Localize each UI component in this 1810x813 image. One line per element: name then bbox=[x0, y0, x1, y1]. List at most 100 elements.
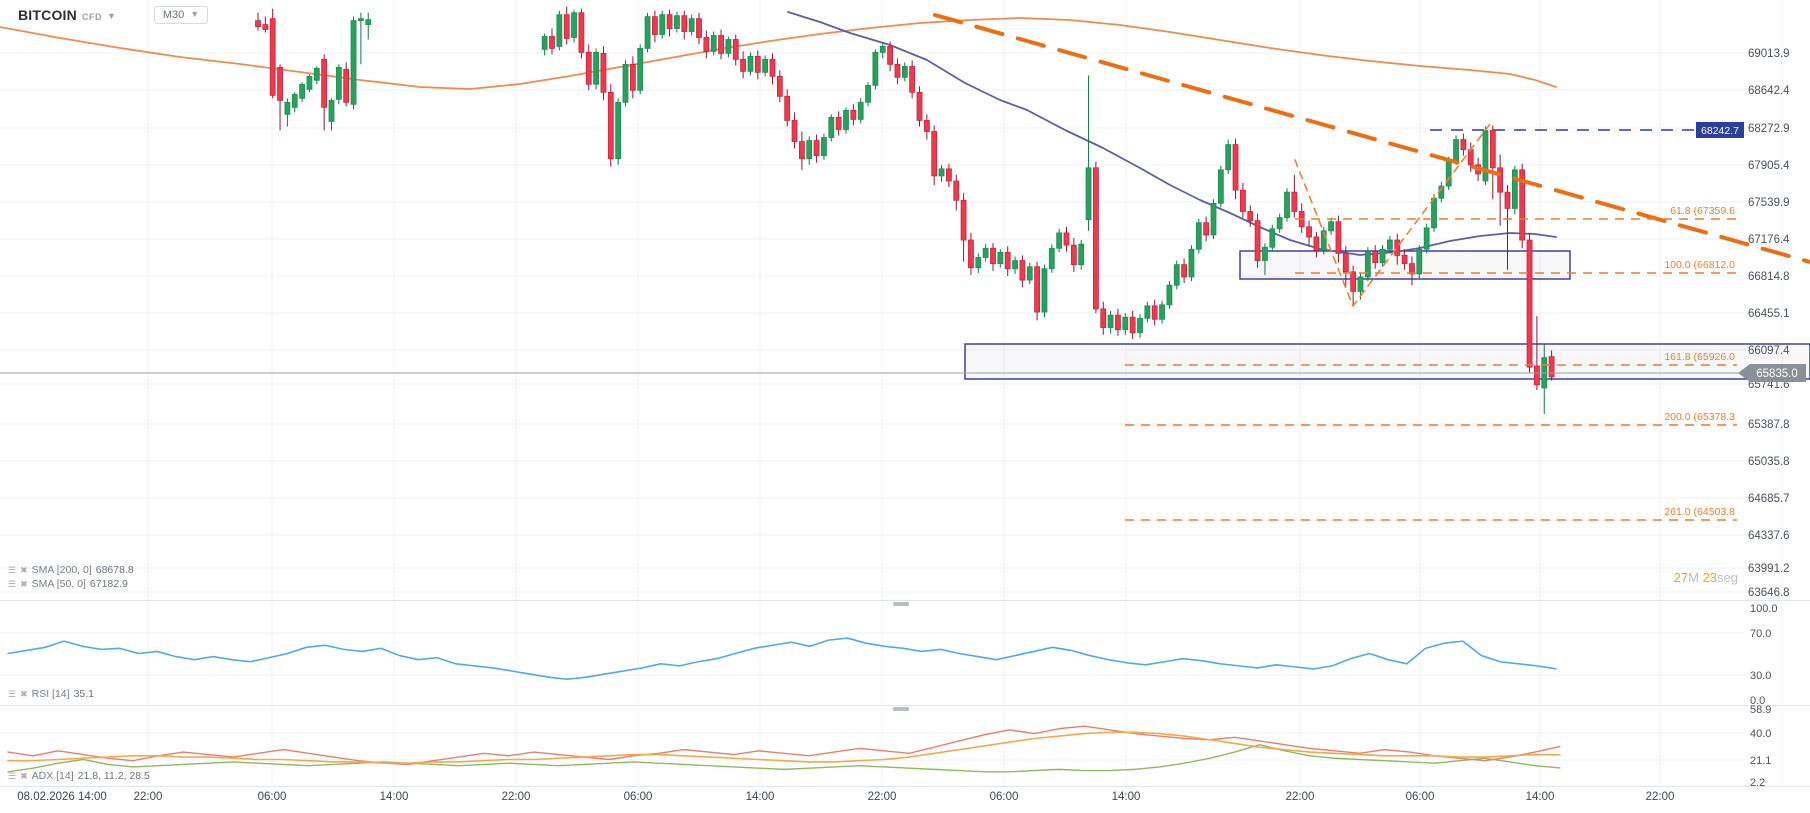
candle-bearish bbox=[1100, 308, 1107, 328]
candle-bullish bbox=[725, 39, 732, 54]
rsi-axis-tick: 100.0 bbox=[1750, 603, 1778, 615]
indicator-value: 68678.8 bbox=[95, 564, 134, 576]
candle-bullish bbox=[622, 63, 629, 103]
candle-bullish bbox=[306, 75, 313, 90]
candle-bearish bbox=[754, 55, 761, 73]
indicator-remove-icon[interactable]: ✖ bbox=[20, 770, 28, 781]
indicator-settings-icon[interactable]: ☰ bbox=[8, 578, 17, 589]
candle-bullish bbox=[541, 36, 548, 50]
candle-bearish bbox=[769, 58, 776, 77]
fib-extension-label: 161.8 (65926.0 bbox=[1664, 351, 1735, 363]
candle-countdown-timer: 27M 23seg bbox=[1618, 570, 1738, 585]
candle-bearish bbox=[740, 58, 746, 72]
candle-bearish bbox=[585, 51, 592, 85]
candle-bullish bbox=[1225, 144, 1232, 171]
candle-bearish bbox=[960, 199, 967, 241]
candle-bullish bbox=[938, 168, 945, 177]
candle-bullish bbox=[1453, 139, 1459, 162]
candle-bearish bbox=[1504, 191, 1511, 209]
candle-bullish bbox=[674, 15, 680, 29]
candle-bullish bbox=[1511, 169, 1518, 209]
candle-bearish bbox=[718, 35, 724, 54]
candle-bullish bbox=[1107, 314, 1114, 328]
candle-bullish bbox=[1284, 191, 1290, 218]
symbol-dropdown-caret-icon: ▼ bbox=[106, 11, 116, 21]
indicator-remove-icon[interactable]: ✖ bbox=[20, 564, 28, 575]
candle-bearish bbox=[1350, 271, 1357, 292]
indicator-remove-icon[interactable]: ✖ bbox=[20, 578, 28, 589]
rsi-axis-tick: 70.0 bbox=[1750, 628, 1771, 640]
indicator-settings-icon[interactable]: ☰ bbox=[8, 688, 17, 699]
candle-bullish bbox=[997, 251, 1004, 265]
candle-bullish bbox=[865, 84, 871, 103]
candle-bearish bbox=[1313, 236, 1320, 251]
candle-bearish bbox=[968, 239, 974, 269]
indicator-settings-icon[interactable]: ☰ bbox=[8, 564, 17, 575]
candle-bearish bbox=[1004, 251, 1011, 270]
indicator-legend-adx: ☰ ✖ ADX [14] 21.8, 11.2, 28.5 bbox=[8, 770, 150, 782]
descending-trendline[interactable] bbox=[933, 13, 1810, 264]
candle-bullish bbox=[1482, 130, 1489, 182]
price-axis-tick: 67176.4 bbox=[1748, 234, 1790, 246]
timer-minutes-unit: M bbox=[1688, 570, 1699, 585]
candle-bullish bbox=[1387, 239, 1393, 250]
candle-bearish bbox=[1306, 226, 1312, 238]
time-axis-tick: 14:00 bbox=[1526, 791, 1555, 803]
candle-bullish bbox=[637, 48, 644, 91]
candle-bearish bbox=[1151, 305, 1158, 320]
candle-bullish bbox=[556, 14, 563, 47]
candle-bullish bbox=[1085, 167, 1092, 221]
axes[interactable]: 69013.9 68642.4 68272.9 67905.4 67539.9 67176… bbox=[17, 48, 1806, 803]
symbol-selector[interactable]: BITCOIN CFD ▼ bbox=[18, 7, 116, 23]
instrument-type-badge: CFD bbox=[81, 12, 102, 22]
candle-bearish bbox=[703, 37, 710, 52]
candle-bearish bbox=[321, 58, 328, 108]
candle-bearish bbox=[1409, 263, 1415, 275]
candle-bearish bbox=[916, 91, 923, 121]
candle-bullish bbox=[1012, 260, 1018, 270]
candle-bearish bbox=[1181, 264, 1187, 278]
timeframe-select[interactable]: M30 ▼ bbox=[153, 6, 209, 24]
candle-bearish bbox=[1335, 221, 1342, 254]
candle-bearish bbox=[652, 16, 658, 35]
panel-resize-handle[interactable] bbox=[893, 707, 909, 711]
indicator-settings-icon[interactable]: ☰ bbox=[8, 770, 17, 781]
candle-bearish bbox=[1070, 244, 1077, 266]
candle-bearish bbox=[343, 68, 350, 103]
candle-bearish bbox=[578, 12, 585, 53]
chart-drawings-over: 61.8 (67359.6 100.0 (66812.0 161.8 (65926.… bbox=[0, 13, 1810, 773]
indicator-value: 35.1 bbox=[73, 688, 94, 700]
candle-bullish bbox=[1423, 227, 1430, 250]
panel-resize-handle[interactable] bbox=[893, 602, 909, 606]
candle-bullish bbox=[828, 116, 835, 138]
candle-bullish bbox=[1026, 266, 1033, 281]
candle-bearish bbox=[1240, 189, 1246, 212]
candle-bearish bbox=[799, 141, 805, 160]
candle-bullish bbox=[1188, 248, 1195, 278]
indicator-label: SMA [50, 0] bbox=[31, 578, 86, 590]
candle-bullish bbox=[1210, 202, 1217, 236]
indicator-remove-icon[interactable]: ✖ bbox=[20, 688, 28, 699]
candle-bearish bbox=[776, 75, 783, 97]
candle-bullish bbox=[1048, 247, 1055, 270]
candle-bullish bbox=[879, 46, 886, 53]
candle-bullish bbox=[688, 18, 695, 32]
candle-bullish bbox=[1357, 276, 1364, 292]
candle-bearish bbox=[835, 116, 842, 130]
fib-extension-label: 100.0 (66812.0 bbox=[1664, 259, 1735, 271]
candle-bearish bbox=[1526, 239, 1533, 368]
abcd-pattern-drawing bbox=[1294, 123, 1491, 307]
candle-bullish bbox=[1262, 246, 1268, 261]
candle-bullish bbox=[1173, 264, 1180, 286]
candle-bearish bbox=[262, 24, 269, 30]
main-panel-legend: ☰ ✖ SMA [200, 0] 68678.8 ☰ ✖ SMA [50, 0]… bbox=[8, 564, 134, 590]
candle-bearish bbox=[784, 95, 791, 121]
sma50-line bbox=[787, 11, 1557, 256]
adx-panel-legend: ☰ ✖ ADX [14] 21.8, 11.2, 28.5 bbox=[8, 770, 150, 782]
price-axis-tick: 66455.1 bbox=[1748, 308, 1790, 320]
price-axis-tick: 69013.9 bbox=[1748, 48, 1790, 60]
indicator-legend-rsi: ☰ ✖ RSI [14] 35.1 bbox=[8, 688, 94, 700]
indicator-label: RSI [14] bbox=[31, 688, 70, 700]
candle-bearish bbox=[1372, 250, 1379, 264]
